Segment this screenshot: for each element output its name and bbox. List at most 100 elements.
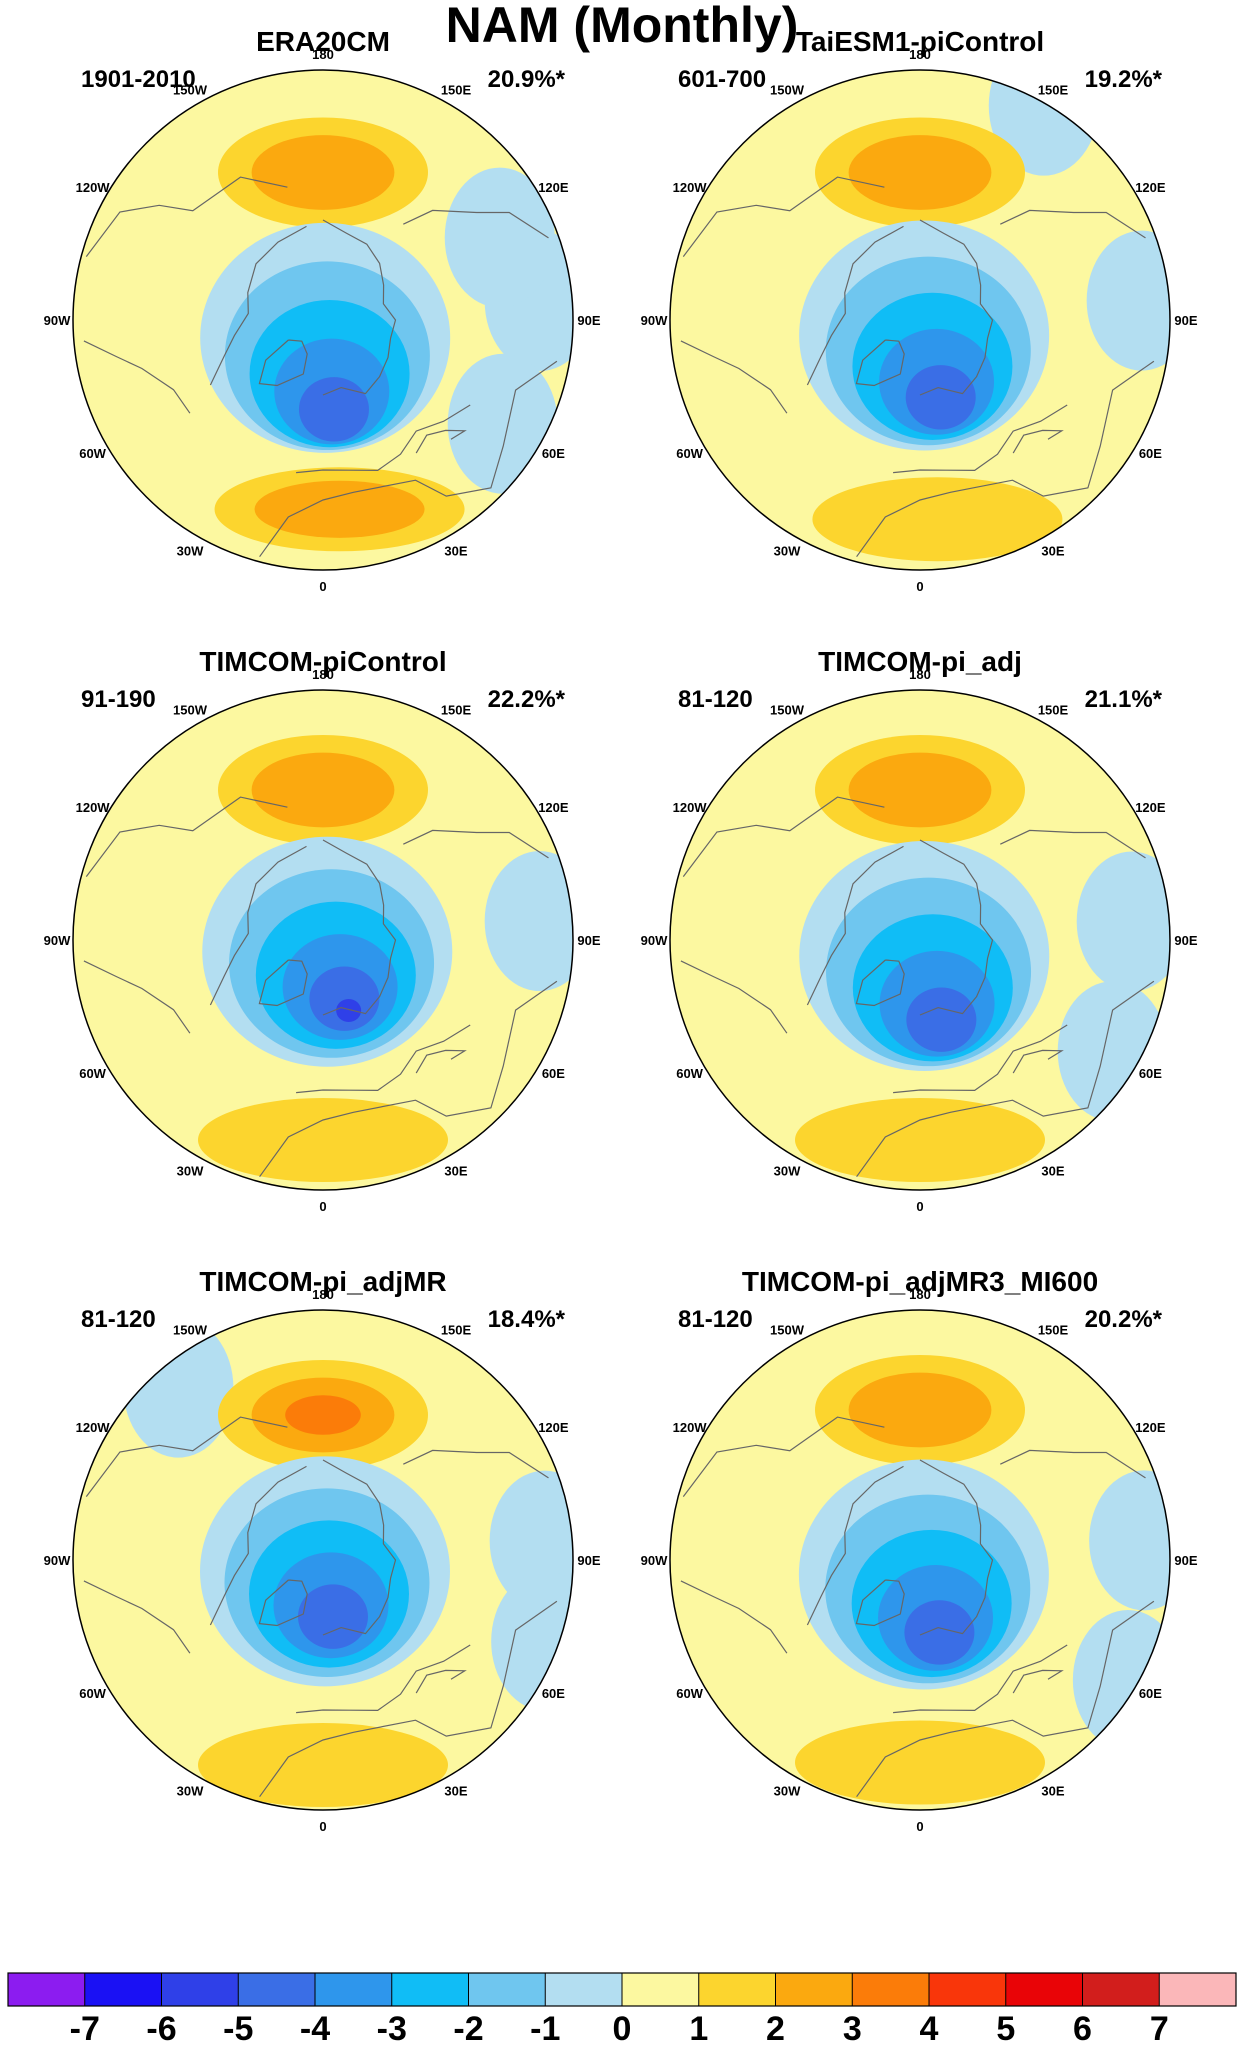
longitude-label: 30E [444, 1163, 467, 1178]
longitude-label: 30E [444, 1783, 467, 1798]
longitude-label: 90E [1174, 933, 1197, 948]
contour-field [73, 1310, 573, 1810]
coastline [806, 1465, 904, 1626]
longitude-label: 180 [312, 1287, 334, 1302]
longitude-label: 90W [641, 313, 668, 328]
longitude-label: 150E [441, 83, 472, 98]
longitude-label: 60E [542, 1686, 565, 1701]
coastline [856, 1600, 1155, 1798]
colorbar-tick-label: 4 [920, 2010, 939, 2048]
high-contour [848, 135, 992, 210]
longitude-label: 60E [1139, 446, 1162, 461]
coastline [893, 404, 1068, 474]
coastline [403, 1449, 549, 1479]
map-panels: ERA20CM 1901-2010 20.9%* 180 150E 120E 90E 60E 3… [44, 26, 1198, 1834]
longitude-label: 60W [676, 1066, 703, 1081]
colorbar-tick-label: -2 [453, 2010, 483, 2048]
coastline [919, 219, 994, 396]
figure-title: NAM (Monthly) [446, 0, 799, 53]
panel-period: 601-700 [678, 66, 766, 93]
longitude-label: 90E [1174, 313, 1197, 328]
coastline [209, 225, 307, 386]
panel-variance: 18.4%* [488, 1306, 566, 1333]
longitude-label: 150E [441, 703, 472, 718]
longitude-label: 150W [173, 703, 208, 718]
coastline [258, 959, 308, 1007]
coastline [415, 1669, 467, 1694]
high-contour [795, 1720, 1045, 1805]
low-contour [298, 377, 369, 442]
coastline [85, 796, 288, 877]
high-contour [251, 752, 395, 828]
longitude-label: 180 [312, 667, 334, 682]
longitude-label: 180 [909, 667, 931, 682]
high-contour [198, 1723, 448, 1807]
weak-negative-patch [447, 353, 558, 494]
panel-variance: 21.1%* [1085, 686, 1163, 713]
colorbar-tick-label: -1 [530, 2010, 560, 2048]
colorbar-tick-label: -6 [146, 2010, 176, 2048]
colorbar-swatch [1082, 1973, 1160, 2006]
coastline [296, 404, 471, 474]
colorbar-swatch [1159, 1973, 1237, 2006]
coastline [1012, 429, 1064, 454]
longitude-label: 180 [312, 47, 334, 62]
longitude-label: 0 [916, 579, 923, 594]
panel-title: TIMCOM-pi_adjMR3_MI600 [742, 1266, 1098, 1297]
coastline [680, 960, 788, 1034]
weak-negative-patch [123, 1317, 234, 1458]
weak-negative-patch [1089, 1470, 1170, 1611]
contour-field [73, 70, 573, 570]
longitude-label: 90W [641, 933, 668, 948]
high-contour [812, 477, 1063, 562]
longitude-label: 30W [177, 543, 204, 558]
longitude-label: 90W [641, 1553, 668, 1568]
colorbar-tick-label: 7 [1150, 2010, 1169, 2048]
coastline [85, 176, 288, 257]
coastline [682, 796, 885, 877]
high-contour [251, 135, 395, 210]
coastline [893, 1024, 1068, 1094]
map-boundary [669, 69, 1171, 571]
coastline [258, 1579, 308, 1627]
panel-variance: 22.2%* [488, 686, 566, 713]
longitude-label: 30E [1041, 1783, 1064, 1798]
colorbar: -7 -6 -5 -4 -3 -2 -1 0 1 2 3 4 5 6 7 [7, 1972, 1237, 2048]
colorbar-swatch [84, 1973, 162, 2006]
colorbar-tick-label: 6 [1073, 2010, 1092, 2048]
longitude-label: 90E [577, 933, 600, 948]
longitude-label: 90E [577, 1553, 600, 1568]
contour-field [73, 690, 573, 1190]
coastline [83, 960, 191, 1034]
panel-variance: 20.9%* [488, 66, 566, 93]
longitude-label: 60E [1139, 1686, 1162, 1701]
colorbar-tick-label: -7 [70, 2010, 100, 2048]
longitude-label: 120E [1135, 800, 1166, 815]
longitude-label: 120E [538, 1420, 569, 1435]
colorbar-tick-label: 2 [766, 2010, 785, 2048]
colorbar-tick-label: -3 [377, 2010, 407, 2048]
low-contour [905, 365, 976, 430]
longitude-label: 120W [673, 1420, 708, 1435]
longitude-label: 150W [173, 83, 208, 98]
panel-title: TIMCOM-pi_adjMR [199, 1266, 446, 1297]
longitude-label: 90W [44, 933, 71, 948]
high-contour [198, 1098, 448, 1182]
panel-title: ERA20CM [256, 26, 390, 57]
low-contour [297, 1584, 368, 1649]
longitude-label: 30E [444, 543, 467, 558]
longitude-label: 60E [542, 446, 565, 461]
longitude-label: 150E [441, 1323, 472, 1338]
longitude-label: 150W [770, 703, 805, 718]
coastline [296, 1644, 471, 1714]
longitude-label: 30W [774, 543, 801, 558]
coastline [1000, 1449, 1146, 1479]
longitude-label: 60W [79, 1066, 106, 1081]
longitude-label: 120W [76, 800, 111, 815]
coastline [1012, 1669, 1064, 1694]
colorbar-tick-label: -4 [300, 2010, 330, 2048]
colorbar-tick-label: -5 [223, 2010, 253, 2048]
coastline [403, 209, 549, 239]
contour-field [670, 70, 1170, 570]
colorbar-swatch [775, 1973, 853, 2006]
